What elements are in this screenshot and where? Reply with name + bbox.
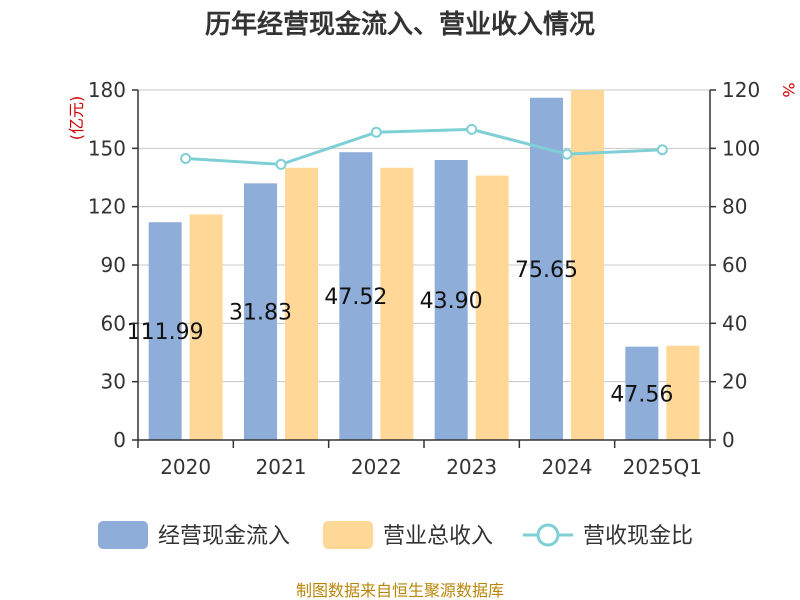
x-tick-label: 2023 xyxy=(446,455,497,479)
grid-lines xyxy=(138,89,710,383)
right-tick-label: 0 xyxy=(722,428,735,452)
bar-cash-inflow xyxy=(339,152,373,440)
x-tick-label: 2020 xyxy=(160,455,211,479)
bar-cash-inflow xyxy=(148,222,182,440)
left-tick-label: 60 xyxy=(101,311,126,335)
x-tick-label: 2021 xyxy=(256,455,307,479)
right-tick-label: 40 xyxy=(722,311,747,335)
left-tick-label: 120 xyxy=(88,195,126,219)
bar-revenue xyxy=(380,167,414,440)
bar-cash-inflow xyxy=(530,97,563,441)
bar-revenue xyxy=(666,345,700,440)
ratio-point xyxy=(275,158,287,170)
source-note: 制图数据来自恒生聚源数据库 xyxy=(296,581,504,600)
left-tick-label: 180 xyxy=(88,78,126,102)
axes: 0 30 60 90 120 150 180 0 20 40 60 80 100 120 2020 2021 2… xyxy=(88,78,760,479)
left-tick-label: 90 xyxy=(101,253,126,277)
bar-revenue xyxy=(189,214,223,440)
right-tick-label: 20 xyxy=(722,370,747,394)
ratio-point xyxy=(561,148,573,160)
right-tick-label: 60 xyxy=(722,253,747,277)
ratio-point xyxy=(370,126,382,138)
left-tick-label: 30 xyxy=(101,370,126,394)
bar-value-label: 31.83 xyxy=(229,301,292,326)
bar-labels: 111.99 31.83 47.52 43.90 75.65 47.56 xyxy=(127,258,674,407)
bar-value-label: 43.90 xyxy=(420,289,483,314)
legend: 经营现金流入 营业总收入 营收现金比 xyxy=(98,521,693,549)
ratio-point xyxy=(656,144,668,156)
bar-cash-inflow xyxy=(244,183,277,441)
right-axis-unit: % xyxy=(779,82,798,97)
legend-label-ratio: 营收现金比 xyxy=(583,524,693,549)
legend-marker-ratio xyxy=(536,523,560,547)
bar-value-label: 75.65 xyxy=(515,258,578,283)
legend-label-revenue: 营业总收入 xyxy=(383,524,493,549)
bar-revenue xyxy=(571,90,604,440)
bar-revenue xyxy=(475,175,509,441)
left-tick-label: 150 xyxy=(88,136,126,160)
right-tick-label: 80 xyxy=(722,195,747,219)
chart-title: 历年经营现金流入、营业收入情况 xyxy=(205,9,595,40)
right-tick-label: 100 xyxy=(722,136,760,160)
x-tick-label: 2022 xyxy=(351,455,402,479)
left-axis-unit: (亿元) xyxy=(67,96,86,141)
bar-cash-inflow xyxy=(625,346,659,440)
bar-value-label: 47.56 xyxy=(610,382,673,407)
ratio-point xyxy=(466,123,478,135)
x-tick-label: 2025Q1 xyxy=(623,455,702,479)
legend-swatch-cash-inflow xyxy=(98,521,148,549)
bars xyxy=(148,90,700,441)
ratio-point xyxy=(180,153,192,165)
bar-value-label: 47.52 xyxy=(324,285,387,310)
ratio-line-path xyxy=(185,127,663,166)
x-tick-label: 2024 xyxy=(542,455,593,479)
bar-cash-inflow xyxy=(434,160,468,440)
bar-value-label: 111.99 xyxy=(127,320,204,345)
ratio-line xyxy=(180,123,668,170)
legend-label-cash-inflow: 经营现金流入 xyxy=(158,524,290,549)
legend-swatch-revenue xyxy=(323,521,373,549)
right-tick-label: 120 xyxy=(722,78,760,102)
bar-revenue xyxy=(285,167,318,440)
left-tick-label: 0 xyxy=(113,428,126,452)
